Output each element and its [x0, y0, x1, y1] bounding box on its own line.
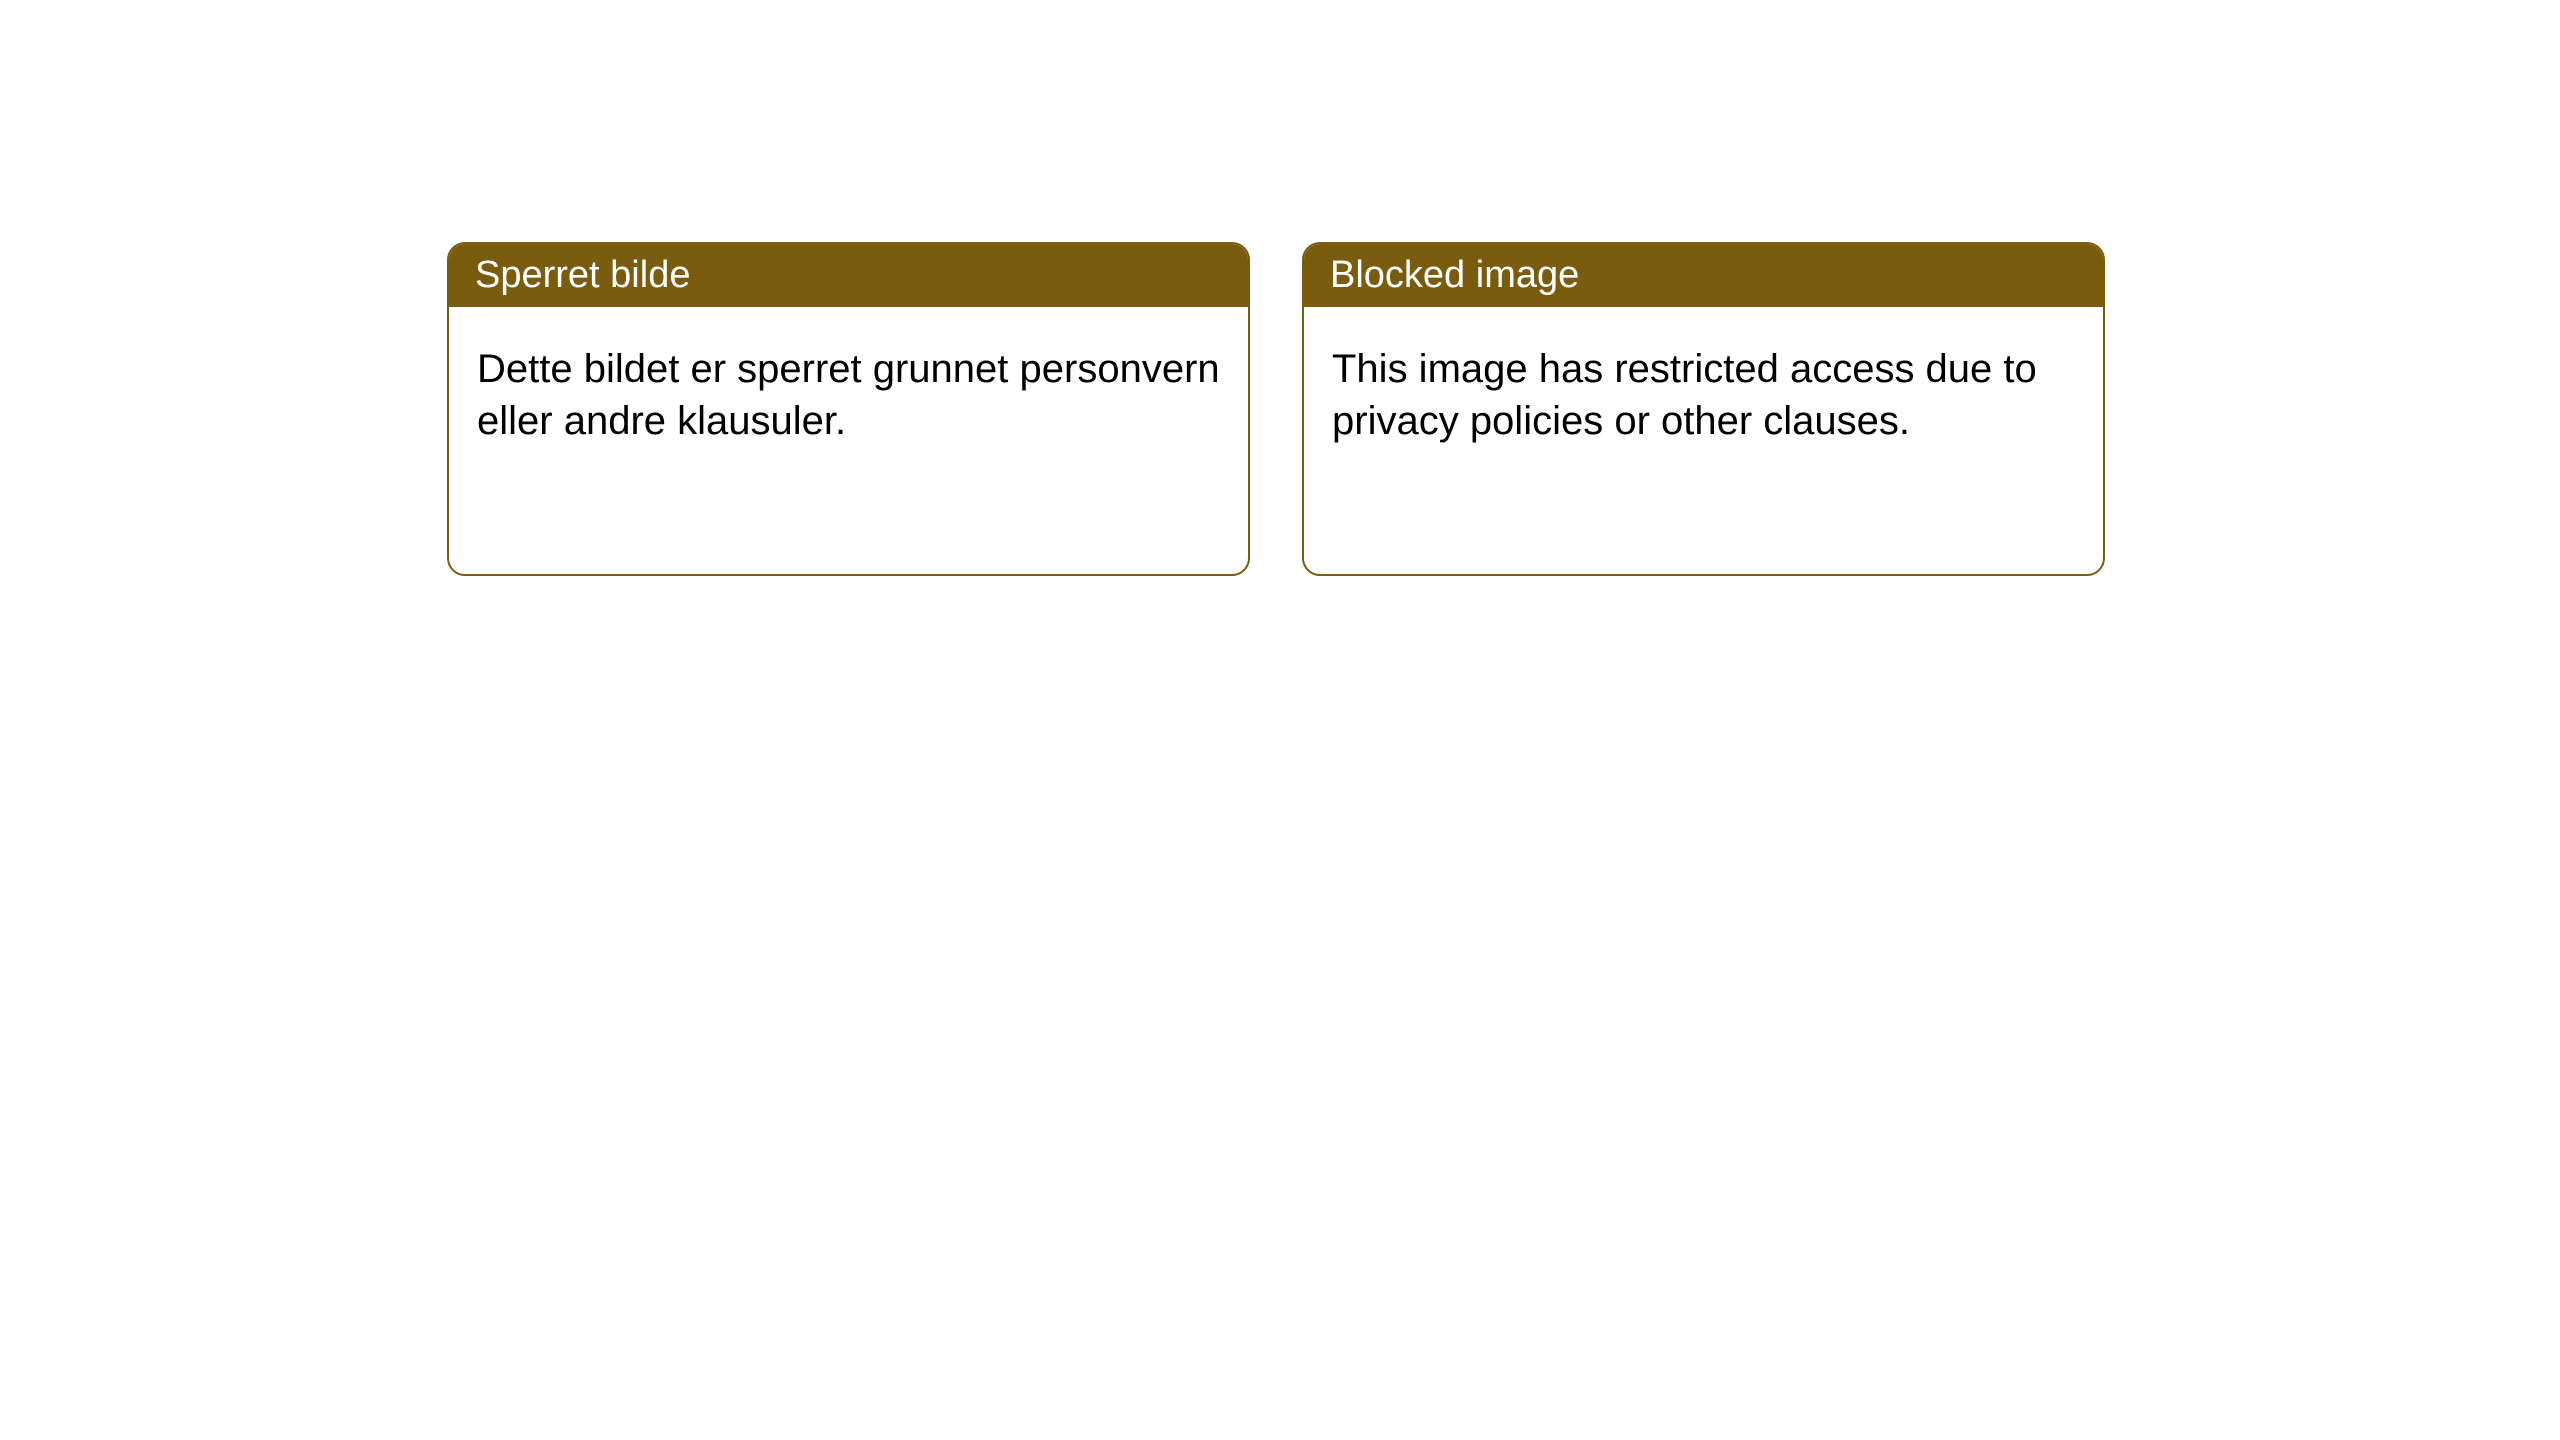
card-title: Sperret bilde	[475, 254, 690, 296]
card-body: Dette bildet er sperret grunnet personve…	[449, 307, 1248, 483]
card-message: Dette bildet er sperret grunnet personve…	[477, 347, 1220, 443]
card-header: Blocked image	[1304, 244, 2103, 307]
blocked-image-card-en: Blocked image This image has restricted …	[1302, 242, 2105, 576]
card-body: This image has restricted access due to …	[1304, 307, 2103, 483]
card-message: This image has restricted access due to …	[1332, 347, 2037, 443]
card-title: Blocked image	[1330, 254, 1579, 296]
blocked-image-card-no: Sperret bilde Dette bildet er sperret gr…	[447, 242, 1250, 576]
notice-container: Sperret bilde Dette bildet er sperret gr…	[0, 0, 2560, 576]
card-header: Sperret bilde	[449, 244, 1248, 307]
